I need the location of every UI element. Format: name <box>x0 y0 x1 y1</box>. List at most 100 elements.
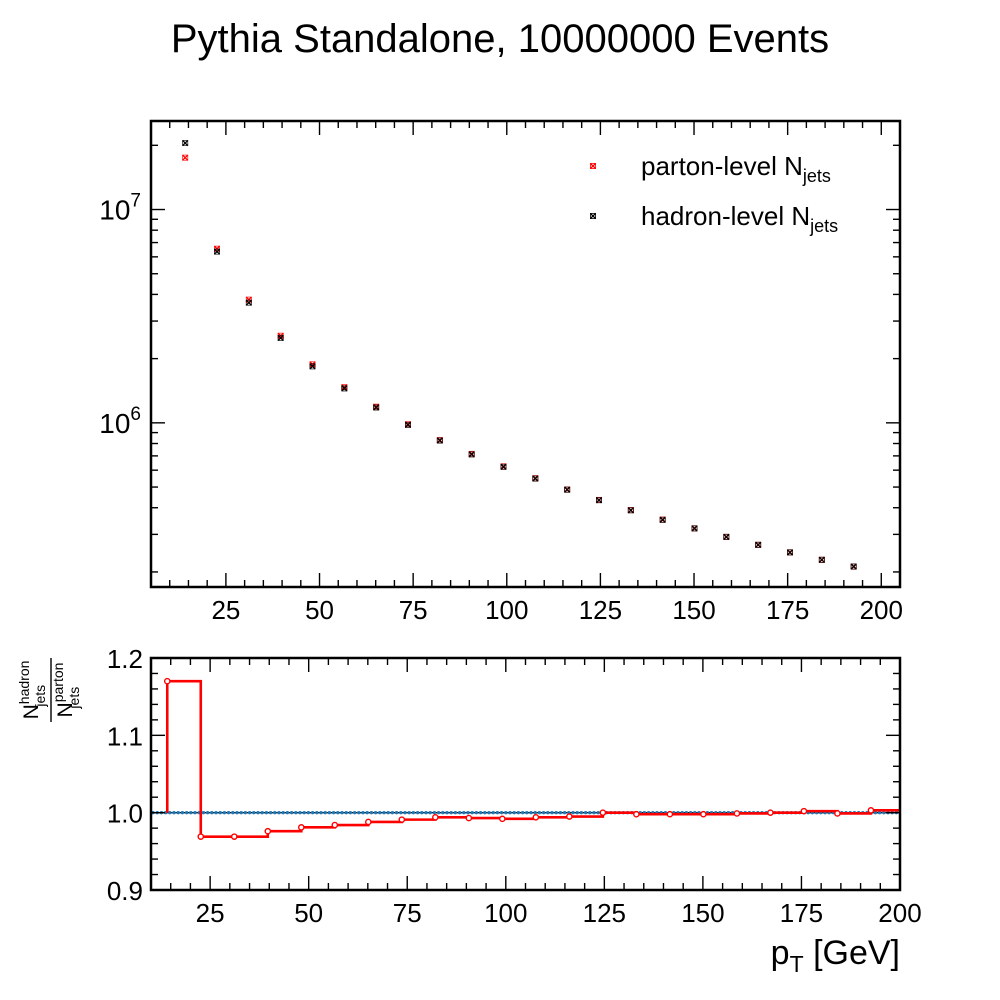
ratio-point <box>666 810 674 818</box>
reference-dot <box>873 810 878 815</box>
ratio-point <box>197 833 205 840</box>
ratio-point <box>297 824 305 831</box>
x-tick-label: 50 <box>294 898 323 928</box>
series-hadron-level <box>182 139 857 570</box>
y-label-denominator: Npartonjets <box>50 663 82 718</box>
reference-dot <box>226 810 231 815</box>
reference-dot <box>180 810 185 815</box>
data-point <box>182 139 189 147</box>
reference-dot <box>352 810 357 815</box>
y-label-denominator-sub: jets <box>66 687 82 710</box>
reference-dot <box>348 810 353 815</box>
reference-dot <box>512 810 516 815</box>
x-tick-label: 75 <box>393 898 422 928</box>
ratio-point <box>633 810 640 818</box>
data-point <box>436 437 443 444</box>
data-point <box>564 486 571 493</box>
reference-dot <box>579 810 584 815</box>
x-tick-label: 50 <box>305 595 334 625</box>
reference-dot <box>877 810 882 815</box>
y-label-numerator-sub: jets <box>32 685 48 708</box>
ratio-point <box>800 807 808 815</box>
ratio-point <box>733 810 741 817</box>
reference-dot <box>445 810 449 815</box>
reference-dot <box>453 810 458 815</box>
reference-dot <box>218 810 222 815</box>
ratio-point <box>398 816 406 823</box>
data-point <box>500 463 507 470</box>
data-point <box>277 332 284 339</box>
reference-dot <box>231 810 235 815</box>
ratio-point <box>264 827 272 835</box>
data-point-box <box>723 533 730 540</box>
y-tick-exponent: 6 <box>130 404 141 425</box>
ratio-point <box>767 809 774 816</box>
data-point <box>309 361 316 368</box>
reference-dot <box>285 810 290 815</box>
data-point-box <box>245 299 252 306</box>
reference-dot <box>273 810 277 815</box>
x-tick-label: 150 <box>672 595 715 625</box>
reference-dot <box>214 810 218 815</box>
x-tick-label: 200 <box>878 898 921 928</box>
y-tick-label: 107 <box>99 191 141 226</box>
reference-dot <box>382 810 386 815</box>
x-tick-label: 125 <box>583 898 626 928</box>
reference-dot <box>268 810 273 815</box>
reference-dot <box>457 810 462 815</box>
reference-dot <box>378 810 382 815</box>
ratio-point <box>700 810 707 818</box>
reference-dot <box>357 810 361 815</box>
data-point <box>373 404 380 411</box>
legend-label: parton-level Njets <box>641 151 831 186</box>
data-point-box <box>405 421 412 428</box>
x-tick-label: 100 <box>484 898 527 928</box>
data-point <box>532 475 539 482</box>
data-point-box <box>182 154 189 161</box>
data-point-box <box>691 525 698 532</box>
reference-dot <box>562 810 567 815</box>
reference-dot <box>310 810 315 815</box>
data-point <box>468 451 475 458</box>
ratio-point <box>331 821 339 829</box>
reference-dot <box>516 810 521 815</box>
reference-dot <box>462 810 466 815</box>
reference-dot <box>252 810 256 815</box>
x-tick-label: 150 <box>681 898 724 928</box>
x-tick-label: 100 <box>485 595 528 625</box>
data-point <box>213 248 221 255</box>
data-point-box <box>564 486 571 493</box>
reference-dot <box>525 810 529 815</box>
reference-dot <box>344 810 348 815</box>
y-label-numerator-base: N <box>20 704 43 719</box>
reference-dot <box>554 810 558 815</box>
ratio-point <box>432 814 439 821</box>
y-tick-label: 1.2 <box>107 644 143 674</box>
reference-dot <box>193 810 197 815</box>
reference-dot <box>533 810 537 815</box>
reference-dot <box>449 810 453 815</box>
reference-dot <box>390 810 395 815</box>
reference-dot <box>529 810 533 815</box>
reference-dot <box>483 810 487 815</box>
data-point <box>627 507 634 514</box>
y-label-numerator-sup: hadron <box>16 661 32 705</box>
reference-dot <box>441 810 445 815</box>
data-point <box>723 533 730 540</box>
data-point <box>277 334 284 342</box>
data-point <box>245 299 252 306</box>
ratio-point <box>532 814 540 821</box>
reference-dot <box>394 810 399 815</box>
ratio-panel: 25 50 75 100 125 150 175 200 0.9 1.0 1.1 1.2 pT [GeV… <box>16 644 922 977</box>
reference-dot <box>411 810 416 815</box>
reference-dot <box>205 810 210 815</box>
reference-dot <box>436 810 441 815</box>
reference-dot <box>504 810 508 815</box>
reference-dot <box>294 810 298 815</box>
x-tick-label: 175 <box>780 898 823 928</box>
reference-dot <box>558 810 563 815</box>
